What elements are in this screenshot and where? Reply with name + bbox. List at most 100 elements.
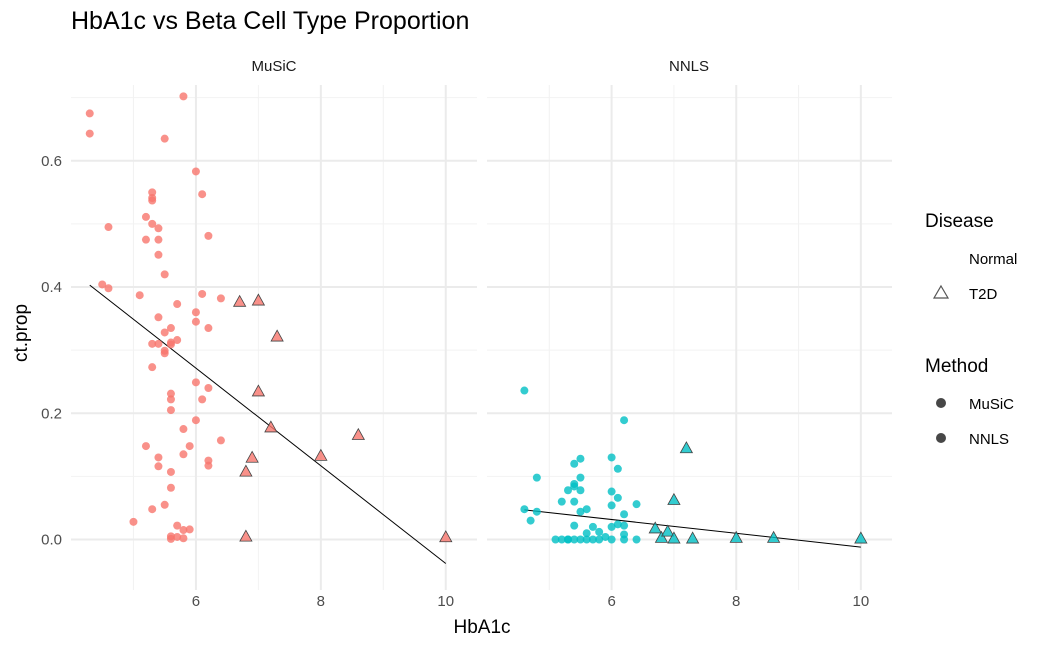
data-point-normal (148, 363, 157, 372)
data-point-normal (204, 461, 213, 470)
data-point-normal (98, 280, 107, 289)
data-point-normal (179, 450, 188, 459)
data-point-normal (595, 535, 604, 544)
data-point-normal (160, 270, 169, 279)
data-point-normal (148, 219, 157, 228)
data-point-normal (582, 535, 591, 544)
data-point-normal (160, 328, 169, 337)
strip-label-music: MuSiC (251, 58, 296, 75)
x-tick-label: 6 (192, 593, 200, 610)
data-point-normal (198, 289, 207, 298)
data-point-normal (141, 442, 150, 451)
data-point-normal (204, 231, 213, 240)
x-axis-title: HbA1c (453, 617, 510, 638)
data-point-t2d (654, 530, 669, 543)
data-point-normal (179, 534, 188, 543)
data-point-normal (198, 190, 207, 199)
data-point-normal (154, 313, 163, 322)
data-point-normal (632, 500, 641, 509)
data-point-normal (166, 395, 175, 404)
data-point-t2d (667, 531, 681, 544)
data-point-normal (570, 535, 579, 544)
panel-nnls-points (520, 386, 868, 544)
legend: Disease Normal T2D Method MuSiC NNLS (925, 211, 1017, 448)
data-point-normal (179, 425, 188, 434)
data-point-normal (613, 520, 622, 529)
legend-label-nnls: NNLS (969, 431, 1009, 448)
data-point-normal (191, 167, 200, 176)
data-point-t2d (239, 464, 253, 477)
data-point-normal (166, 467, 175, 476)
data-point-normal (154, 250, 163, 259)
data-point-normal (191, 416, 200, 425)
data-point-normal (526, 516, 535, 525)
data-point-normal (185, 442, 194, 451)
data-point-normal (216, 436, 225, 445)
data-point-normal (173, 532, 182, 541)
data-point-normal (204, 324, 213, 333)
legend-title-method: Method (925, 356, 988, 377)
legend-key-t2d-triangle (932, 284, 950, 299)
data-point-normal (564, 486, 572, 495)
y-tick-label: 0.4 (41, 279, 62, 296)
data-point-normal (166, 324, 175, 333)
data-point-normal (520, 386, 529, 395)
data-point-normal (588, 522, 597, 531)
data-point-normal (166, 534, 175, 543)
data-point-normal (613, 493, 622, 502)
data-point-normal (166, 406, 175, 415)
regression-line (89, 284, 447, 564)
data-point-normal (148, 339, 157, 348)
panel-nnls-fit (524, 509, 861, 548)
panel-music-grid (71, 85, 477, 590)
data-point-normal (148, 505, 157, 514)
data-point-t2d (854, 531, 868, 544)
data-point-t2d (729, 530, 743, 543)
data-point-normal (613, 464, 622, 473)
data-point-normal (570, 482, 579, 491)
data-point-normal (570, 521, 579, 530)
panel-nnls-x-ticks: 6 8 10 (607, 593, 869, 610)
data-point-normal (154, 339, 163, 348)
x-tick-label: 8 (732, 593, 740, 610)
data-point-t2d (232, 294, 247, 307)
data-point-normal (191, 317, 200, 326)
data-point-normal (607, 535, 616, 544)
data-point-normal (191, 308, 200, 317)
data-point-normal (601, 532, 610, 541)
y-tick-label: 0.6 (41, 153, 62, 170)
data-point-normal (166, 483, 175, 492)
data-point-normal (129, 517, 138, 526)
data-point-normal (582, 505, 591, 514)
data-point-normal (141, 235, 150, 244)
legend-label-normal: Normal (969, 251, 1017, 268)
data-point-t2d (264, 420, 278, 433)
panel-music-fit (89, 284, 447, 564)
data-point-normal (160, 349, 169, 358)
y-tick-label: 0.0 (41, 532, 62, 549)
data-point-normal (576, 454, 585, 463)
data-point-t2d (648, 521, 662, 534)
legend-key-music (936, 398, 946, 408)
data-point-normal (216, 294, 225, 303)
data-point-normal (607, 501, 616, 510)
data-point-normal (154, 224, 163, 233)
data-point-normal (204, 384, 213, 392)
data-point-t2d (251, 384, 266, 397)
y-axis-ticks: 0.0 0.2 0.4 0.6 (41, 153, 62, 549)
data-point-normal (570, 459, 579, 468)
data-point-t2d (314, 448, 328, 461)
data-point-normal (198, 395, 207, 404)
regression-line (524, 509, 861, 548)
data-point-normal (141, 212, 150, 221)
data-point-t2d (679, 441, 694, 454)
data-point-t2d (270, 329, 284, 342)
legend-key-nnls (936, 433, 946, 443)
data-point-normal (620, 521, 629, 530)
data-point-normal (173, 521, 182, 530)
data-point-t2d (439, 530, 453, 543)
data-point-normal (576, 486, 585, 495)
chart-title: HbA1c vs Beta Cell Type Proportion (71, 7, 469, 35)
data-point-t2d (766, 530, 781, 543)
